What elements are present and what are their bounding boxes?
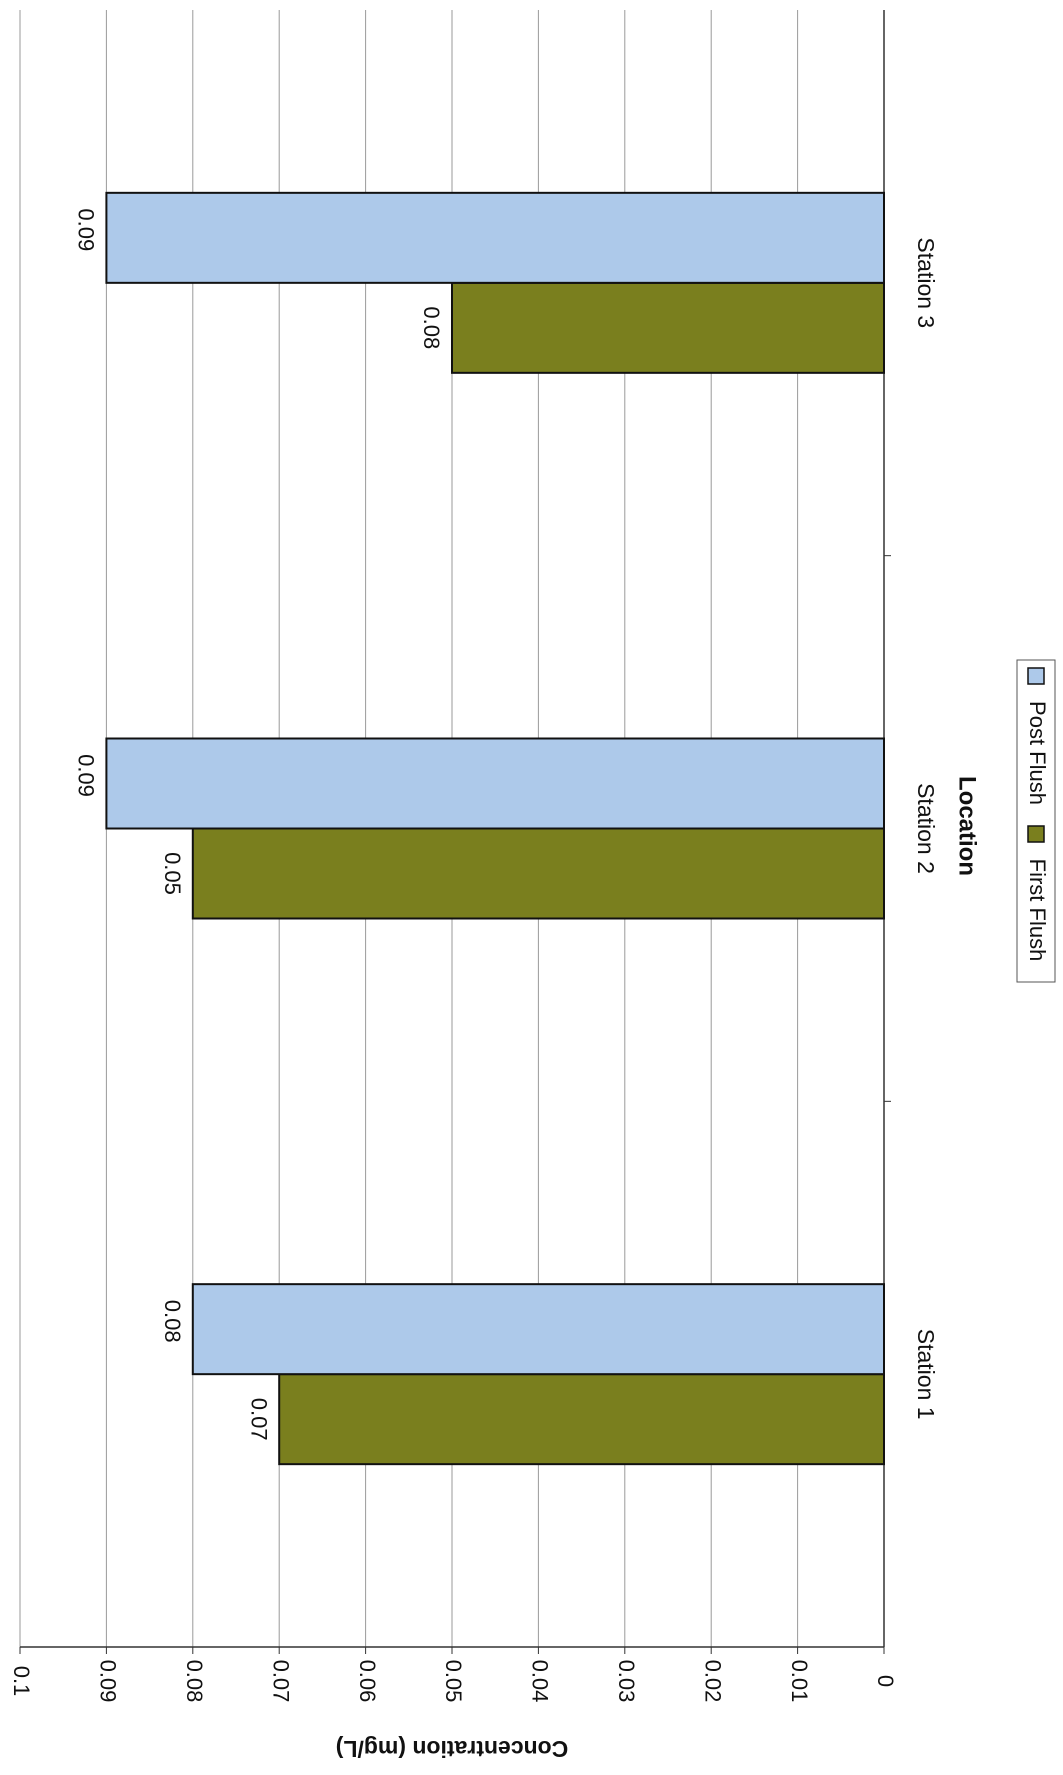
bar-post-flush (193, 1284, 884, 1374)
category-label: Station 1 (913, 1329, 939, 1420)
y-tick-label: 0.09 (96, 1660, 121, 1703)
data-label: 0.08 (160, 1300, 185, 1343)
data-label: 0.05 (160, 852, 185, 895)
data-label: 0.09 (74, 208, 99, 251)
bar-post-flush (106, 739, 884, 829)
legend-label: Post Flush (1025, 701, 1050, 805)
category-label: Station 2 (913, 783, 939, 874)
bar-first-flush (279, 1374, 884, 1464)
x-axis-title: Location (954, 776, 981, 876)
y-tick-label: 0 (873, 1675, 898, 1687)
y-tick-label: 0.08 (182, 1660, 207, 1703)
y-tick-label: 0.01 (787, 1660, 812, 1703)
bar-post-flush (106, 193, 884, 283)
y-tick-label: 0.02 (700, 1660, 725, 1703)
legend-swatch (1028, 826, 1044, 842)
y-axis-title: Concentration (mg/L) (336, 1736, 569, 1762)
category-label: Station 3 (913, 237, 939, 328)
y-tick-label: 0.03 (614, 1660, 639, 1703)
y-tick-label: 0.04 (528, 1660, 553, 1703)
legend-swatch (1028, 668, 1044, 684)
y-tick-label: 0.1 (9, 1666, 34, 1697)
y-tick-label: 0.06 (355, 1660, 380, 1703)
bar-first-flush (452, 283, 884, 373)
data-label: 0.08 (419, 306, 444, 349)
bar-first-flush (193, 829, 884, 919)
legend: Post Flush First Flush (1017, 660, 1055, 982)
y-tick-label: 0.07 (268, 1660, 293, 1703)
data-label: 0.07 (246, 1398, 271, 1441)
y-tick-label: 0.05 (441, 1660, 466, 1703)
data-label: 0.09 (74, 754, 99, 797)
legend-label: First Flush (1025, 859, 1050, 962)
